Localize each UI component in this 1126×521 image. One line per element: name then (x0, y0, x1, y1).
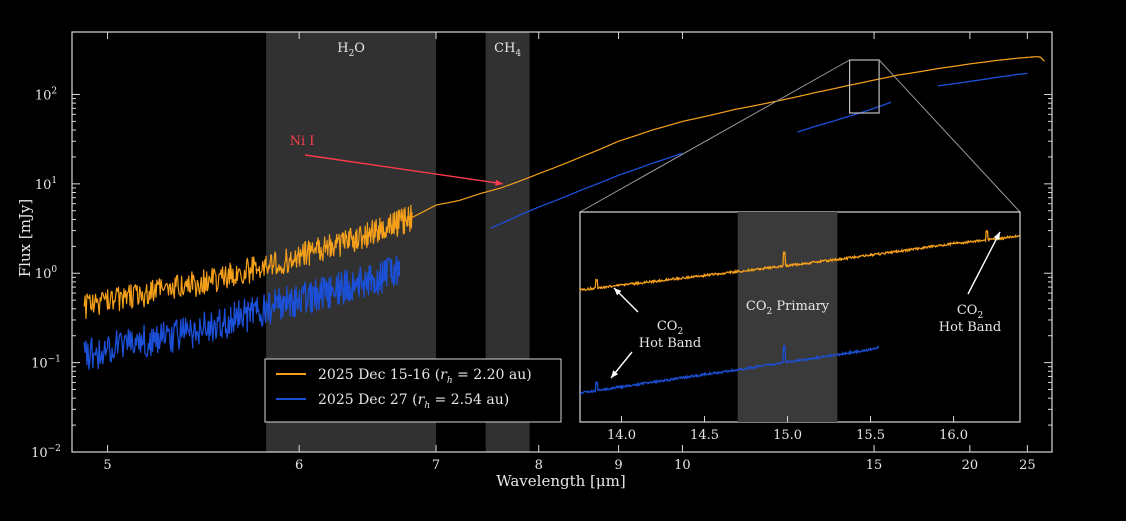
inset-arrow-right (967, 231, 1001, 295)
inset-arrow-right-head (993, 232, 1000, 240)
legend-value: = 2.20 au) (453, 367, 532, 383)
plot-frame (71, 31, 1053, 453)
series-blue-segment-2 (796, 101, 892, 133)
y-tick-base: 10 (35, 88, 52, 103)
x-axis-title: Wavelength [μm] (496, 472, 625, 490)
y-tick-label-0: 10−2 (31, 444, 61, 461)
legend-name: 2025 Dec 15-16 ( (318, 367, 440, 383)
y-tick-base: 10 (31, 446, 48, 461)
x-tick-label-7: 20 (962, 458, 979, 473)
x-tick-label-8: 25 (1019, 458, 1036, 473)
inset-band-label-tail: Primary (772, 299, 830, 314)
legend-param-sub: h (424, 401, 430, 411)
inset-band-label-sub: 2 (767, 307, 773, 317)
inset-label-left-line2: Hot Band (639, 336, 702, 351)
inset-orange-line (579, 230, 1020, 292)
y-tick-exp: 2 (51, 86, 57, 96)
inset-label-right-main: CO (957, 303, 978, 318)
legend-entry-0: 2025 Dec 15-16 (rh = 2.20 au) (318, 367, 532, 386)
y-tick-exp: −1 (48, 355, 61, 365)
series-lines (83, 56, 1045, 370)
legend-frame (264, 358, 562, 423)
x-tick-label-5: 10 (674, 458, 691, 473)
legend-param: r (418, 392, 426, 408)
inset-x-tick-label-0: 14.0 (607, 428, 636, 443)
inset-arrow-top-left-head (614, 288, 622, 296)
inset-arrow-bottom-left-head (611, 370, 619, 378)
inset-band-label-main: CO (746, 299, 767, 314)
y-tick-exp: −2 (48, 444, 61, 454)
inset-band-label: CO2 Primary (746, 299, 830, 317)
x-tick-label-2: 7 (432, 458, 440, 473)
series-blue-segment-0 (83, 255, 400, 370)
x-tick-label-6: 15 (866, 458, 883, 473)
y-tick-exp: 0 (51, 265, 57, 275)
inset-x-tick-label-3: 15.5 (856, 428, 885, 443)
y-tick-label-2: 100 (35, 265, 58, 282)
annotation-ni-label: Ni I (290, 134, 315, 149)
band-label-main: CH (494, 41, 515, 56)
y-axis-title: Flux [mJy] (16, 199, 34, 278)
inset-x-tick-label-2: 15.0 (773, 428, 802, 443)
legend-value: = 2.54 au) (430, 392, 509, 408)
inset-label-left-sub: 2 (677, 327, 683, 337)
legend-param-sub: h (447, 376, 453, 386)
x-tick-label-4: 9 (614, 458, 622, 473)
band-label-0: H2O (337, 41, 365, 59)
annotation-ni-arrow (304, 154, 503, 185)
legend-entry-1: 2025 Dec 27 (rh = 2.54 au) (318, 392, 509, 411)
band-label-sub: 4 (515, 49, 521, 59)
inset-blue-line (580, 344, 880, 395)
zoom-box (848, 59, 880, 114)
zoom-connector-right (878, 59, 1021, 213)
x-tick-label-1: 6 (295, 458, 303, 473)
y-tick-label-1: 10−1 (31, 355, 61, 372)
zoom-indicator (579, 59, 1021, 213)
y-tick-base: 10 (35, 178, 52, 193)
inset-label-right-line2: Hot Band (939, 320, 1002, 335)
y-tick-label-4: 102 (35, 86, 57, 103)
zoom-connector-left (579, 59, 850, 213)
y-tick-label-3: 101 (35, 176, 57, 193)
annotation-ni-arrow-head (495, 179, 503, 186)
band-label-sub: 2 (349, 49, 355, 59)
legend-param: r (440, 367, 448, 383)
legend-name: 2025 Dec 27 ( (318, 392, 418, 408)
band-label-tail: O (354, 41, 365, 56)
y-tick-exp: 1 (51, 176, 57, 186)
series-blue-segment-1 (490, 152, 683, 229)
band-label-main: H (337, 41, 348, 56)
legend: 2025 Dec 15-16 (rh = 2.20 au)2025 Dec 27… (264, 358, 562, 423)
inset-x-tick-label-1: 14.5 (690, 428, 719, 443)
y-tick-base: 10 (31, 357, 48, 372)
inset-label-left: CO2 (657, 319, 683, 337)
inset-label-right: CO2 (957, 303, 983, 321)
series-orange-line (83, 56, 1045, 320)
inset-label-right-sub: 2 (977, 311, 983, 321)
inset-label-left-main: CO (657, 319, 678, 334)
inset-x-tick-label-4: 16.0 (939, 428, 968, 443)
x-tick-label-3: 8 (535, 458, 543, 473)
annotations: Ni I (290, 134, 503, 186)
y-tick-base: 10 (35, 267, 52, 282)
x-tick-label-0: 5 (103, 458, 111, 473)
series-blue-segment-3 (937, 72, 1028, 87)
band-label-1: CH4 (494, 41, 521, 59)
inset-band (737, 212, 838, 422)
